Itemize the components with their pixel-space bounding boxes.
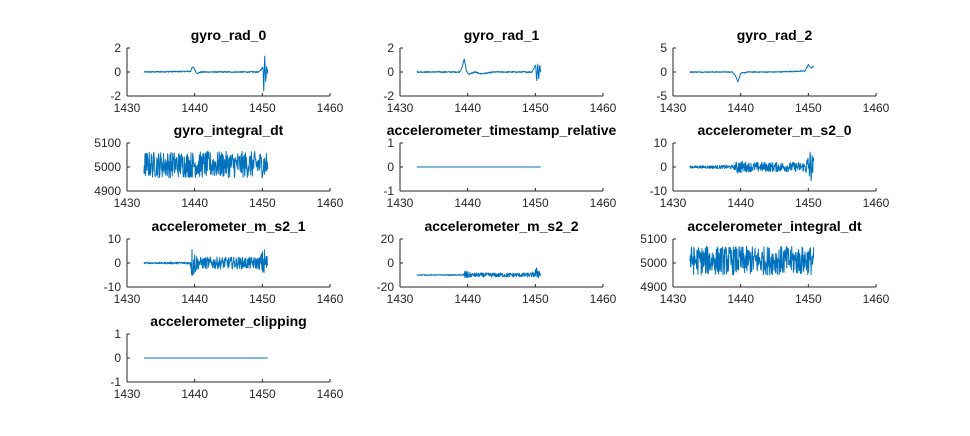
x-tick-label: 1430 [387,101,414,115]
x-tick-label: 1430 [114,387,141,401]
y-tick-label: 20 [381,232,395,246]
y-tick-label: 0 [114,351,121,365]
subplot-title: accelerometer_m_s2_0 [697,122,851,138]
subplot-gyro-rad-1: 1430 1440 1450 1460 -2 0 2 gyro_rad_1 [383,27,616,115]
subplot-accelerometer-m-s2-2: 1430 1440 1450 1460 -20 0 20 accelerometer_m_s2… [377,218,617,306]
series-line [689,151,815,182]
x-tick-label: 1460 [317,292,344,306]
subplot-title: accelerometer_timestamp_relative [387,122,617,138]
subplot-accelerometer-m-s2-0: 1430 1440 1450 1460 -10 0 10 accelerometer_m_s2… [650,122,890,210]
subplot-accelerometer-m-s2-1: 1430 1440 1450 1460 -10 0 10 accelerometer_m_s2… [104,218,344,306]
series-line [689,245,815,276]
y-tick-label: 0 [114,65,121,79]
y-tick-label: 2 [114,41,121,55]
y-tick-label: -10 [650,184,668,198]
y-tick-label: 0 [114,256,121,270]
x-tick-label: 1450 [795,196,822,210]
y-tick-label: 2 [387,41,394,55]
x-tick-label: 1460 [863,292,890,306]
y-tick-label: 5 [660,41,667,55]
y-tick-label: 4900 [640,280,667,294]
x-tick-label: 1440 [727,101,754,115]
y-tick-label: 5000 [640,256,667,270]
x-tick-label: 1460 [863,101,890,115]
y-tick-label: -2 [383,89,394,103]
x-tick-label: 1460 [590,292,617,306]
x-tick-label: 1440 [454,292,481,306]
series-line [416,58,542,82]
y-tick-label: 5000 [94,160,121,174]
subplot-title: gyro_integral_dt [174,122,284,138]
y-tick-label: -1 [383,184,394,198]
y-tick-label: -1 [110,375,121,389]
subplot-gyro-integral-dt: 1430 1440 1450 1460 4900 5000 5100 gyro_integra… [94,122,343,210]
x-tick-label: 1440 [181,196,208,210]
subplot-title: accelerometer_clipping [150,313,306,329]
x-tick-label: 1460 [317,196,344,210]
x-tick-label: 1440 [181,387,208,401]
x-tick-label: 1450 [249,196,276,210]
series-line [143,150,269,179]
y-tick-label: 0 [660,160,667,174]
y-tick-label: 10 [108,232,122,246]
y-tick-label: 0 [660,65,667,79]
x-tick-label: 1460 [317,387,344,401]
x-tick-label: 1440 [454,101,481,115]
y-tick-label: 5100 [640,232,667,246]
x-tick-label: 1450 [249,292,276,306]
x-tick-label: 1440 [454,196,481,210]
x-tick-label: 1430 [660,101,687,115]
y-tick-label: -2 [110,89,121,103]
y-tick-label: -20 [377,280,395,294]
x-tick-label: 1460 [863,196,890,210]
y-tick-label: 4900 [94,184,121,198]
subplot-accelerometer-timestamp-relative: 1430 1440 1450 1460 -1 0 1accelerometer_timest… [383,122,616,210]
y-tick-label: 0 [387,160,394,174]
subplot-accelerometer-clipping: 1430 1440 1450 1460 -1 0 1 accelerometer_clippi… [110,313,343,401]
x-tick-label: 1440 [727,196,754,210]
x-tick-label: 1460 [590,101,617,115]
y-tick-label: 0 [387,65,394,79]
x-tick-label: 1460 [590,196,617,210]
subplot-title: gyro_rad_1 [464,27,540,43]
x-tick-label: 1430 [114,292,141,306]
x-tick-label: 1450 [249,387,276,401]
x-tick-label: 1430 [387,292,414,306]
subplot-accelerometer-integral-dt: 1430 1440 1450 1460 4900 5000 5100 acceleromete… [640,218,889,306]
x-tick-label: 1440 [181,101,208,115]
x-tick-label: 1430 [114,196,141,210]
x-tick-label: 1440 [181,292,208,306]
series-line [143,55,269,92]
y-tick-label: 0 [387,256,394,270]
x-tick-label: 1430 [387,196,414,210]
y-tick-label: 5100 [94,136,121,150]
x-tick-label: 1450 [795,101,822,115]
y-tick-label: 10 [654,136,668,150]
x-tick-label: 1450 [522,196,549,210]
x-tick-label: 1450 [249,101,276,115]
x-tick-label: 1450 [522,292,549,306]
x-tick-label: 1430 [114,101,141,115]
x-tick-label: 1440 [727,292,754,306]
y-tick-label: -10 [104,280,122,294]
subplot-title: accelerometer_m_s2_2 [424,218,578,234]
subplot-gyro-rad-2: 1430 1440 1450 1460 -5 0 5 gyro_rad_2 [656,27,889,115]
series-line [689,64,815,83]
x-tick-label: 1430 [660,292,687,306]
x-tick-label: 1450 [522,101,549,115]
subplot-title: accelerometer_m_s2_1 [151,218,305,234]
subplot-gyro-rad-0: 1430 1440 1450 1460 -2 0 2 gyro_rad_0 [110,27,343,115]
series-line [416,267,542,279]
subplot-title: gyro_rad_2 [737,27,813,43]
x-tick-label: 1430 [660,196,687,210]
y-tick-label: -5 [656,89,667,103]
y-tick-label: 1 [387,136,394,150]
x-tick-label: 1450 [795,292,822,306]
subplot-title: gyro_rad_0 [191,27,267,43]
y-tick-label: 1 [114,327,121,341]
series-line [143,249,269,276]
x-tick-label: 1460 [317,101,344,115]
subplot-title: accelerometer_integral_dt [687,218,862,234]
